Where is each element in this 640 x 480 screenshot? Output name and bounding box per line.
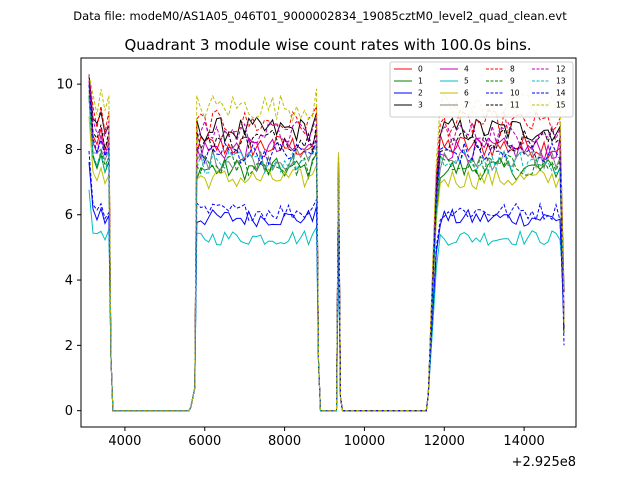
series-14-line (88, 84, 565, 412)
legend-label-14: 14 (556, 89, 566, 98)
legend-label-6: 6 (464, 89, 469, 98)
y-tick-label: 4 (65, 274, 73, 289)
legend-label-7: 7 (464, 101, 469, 110)
legend-label-15: 15 (556, 101, 566, 110)
x-tick-label: 14000 (503, 434, 544, 449)
series-5-line (88, 189, 565, 412)
legend-label-10: 10 (510, 89, 520, 98)
legend-label-13: 13 (556, 77, 566, 86)
series-15-line (88, 74, 565, 412)
y-tick-label: 2 (65, 339, 73, 354)
series-11-line (88, 74, 565, 412)
legend-frame (389, 61, 574, 118)
legend-label-0: 0 (418, 65, 423, 74)
legend-label-8: 8 (510, 65, 515, 74)
legend-label-3: 3 (418, 101, 423, 110)
series-8-line (88, 74, 565, 412)
y-tick-label: 0 (65, 404, 73, 419)
x-tick-label: 4000 (108, 434, 141, 449)
legend-label-5: 5 (464, 77, 469, 86)
series-13-line (88, 97, 565, 412)
series-0-line (88, 74, 565, 412)
y-tick-label: 6 (65, 208, 73, 223)
x-tick-label: 8000 (268, 434, 301, 449)
y-tick-label: 10 (56, 78, 73, 93)
series-6-line (88, 116, 565, 412)
legend-label-1: 1 (418, 77, 423, 86)
chart-title: Quadrant 3 module wise count rates with … (124, 36, 531, 54)
x-tick-label: 12000 (424, 434, 465, 449)
y-tick-label: 8 (65, 143, 73, 158)
plot-frame (80, 57, 577, 428)
series-1-line (88, 97, 565, 412)
series-12-line (88, 74, 565, 412)
x-tick-label: 10000 (344, 434, 385, 449)
legend-label-11: 11 (510, 101, 520, 110)
series-10-line (88, 150, 565, 412)
series-2-line (88, 162, 565, 412)
legend-label-2: 2 (418, 89, 423, 98)
series-3-line (88, 74, 565, 412)
x-axis-offset-label: +2.925e8 (512, 455, 576, 470)
series-7-line (88, 89, 565, 412)
legend-label-12: 12 (556, 65, 566, 74)
legend-label-4: 4 (464, 65, 469, 74)
legend-label-9: 9 (510, 77, 515, 86)
file-label: Data file: modeM0/AS1A05_046T01_90000028… (73, 9, 567, 23)
x-tick-label: 6000 (188, 434, 221, 449)
